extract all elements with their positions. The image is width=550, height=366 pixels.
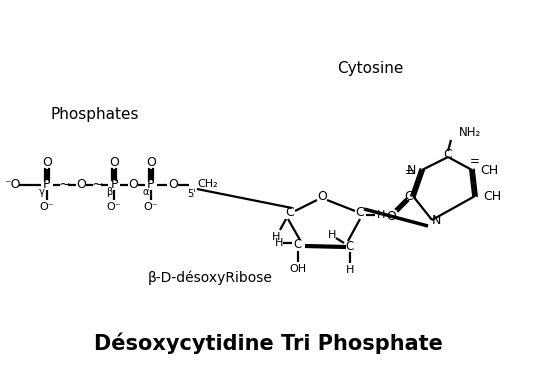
Text: O: O	[146, 157, 156, 169]
Text: C: C	[444, 149, 452, 161]
Text: Phosphates: Phosphates	[51, 108, 139, 123]
Text: H: H	[377, 210, 385, 220]
Text: P: P	[110, 179, 118, 191]
Text: P: P	[147, 179, 155, 191]
Text: O⁻: O⁻	[40, 202, 54, 212]
Text: β: β	[106, 187, 112, 197]
Text: N: N	[406, 164, 416, 176]
Text: C: C	[405, 190, 414, 202]
Text: C: C	[294, 239, 302, 251]
Text: =: =	[405, 167, 415, 179]
Text: O⁻: O⁻	[107, 202, 122, 212]
Text: γ: γ	[39, 187, 45, 197]
Text: C: C	[285, 206, 294, 220]
Text: CH: CH	[480, 164, 498, 176]
Text: O⁻: O⁻	[144, 202, 158, 212]
Text: O: O	[76, 179, 86, 191]
Text: H: H	[328, 230, 336, 240]
Text: O: O	[168, 179, 178, 191]
Text: ⁻O: ⁻O	[4, 179, 20, 191]
Text: Cytosine: Cytosine	[337, 60, 403, 75]
Text: OH: OH	[289, 264, 306, 274]
Text: CH: CH	[483, 190, 501, 202]
Text: Désoxycytidine Tri Phosphate: Désoxycytidine Tri Phosphate	[94, 332, 442, 354]
Text: H: H	[346, 265, 354, 275]
Text: 5': 5'	[188, 189, 196, 199]
Text: N: N	[431, 214, 441, 228]
Text: O: O	[42, 157, 52, 169]
Text: ~: ~	[91, 178, 103, 192]
Text: C: C	[356, 206, 364, 220]
Text: H: H	[272, 232, 280, 242]
Text: O: O	[317, 190, 327, 202]
Text: ~: ~	[58, 178, 70, 192]
Text: C: C	[346, 239, 354, 253]
Text: NH₂: NH₂	[459, 127, 481, 139]
Text: O: O	[109, 157, 119, 169]
Text: O: O	[128, 179, 138, 191]
Text: O: O	[386, 209, 396, 223]
Text: α: α	[143, 187, 149, 197]
Text: P: P	[43, 179, 51, 191]
Text: =: =	[470, 156, 480, 168]
Text: β-D-désoxyRibose: β-D-désoxyRibose	[148, 271, 273, 285]
Text: H: H	[275, 238, 283, 248]
Text: CH₂: CH₂	[197, 179, 218, 189]
